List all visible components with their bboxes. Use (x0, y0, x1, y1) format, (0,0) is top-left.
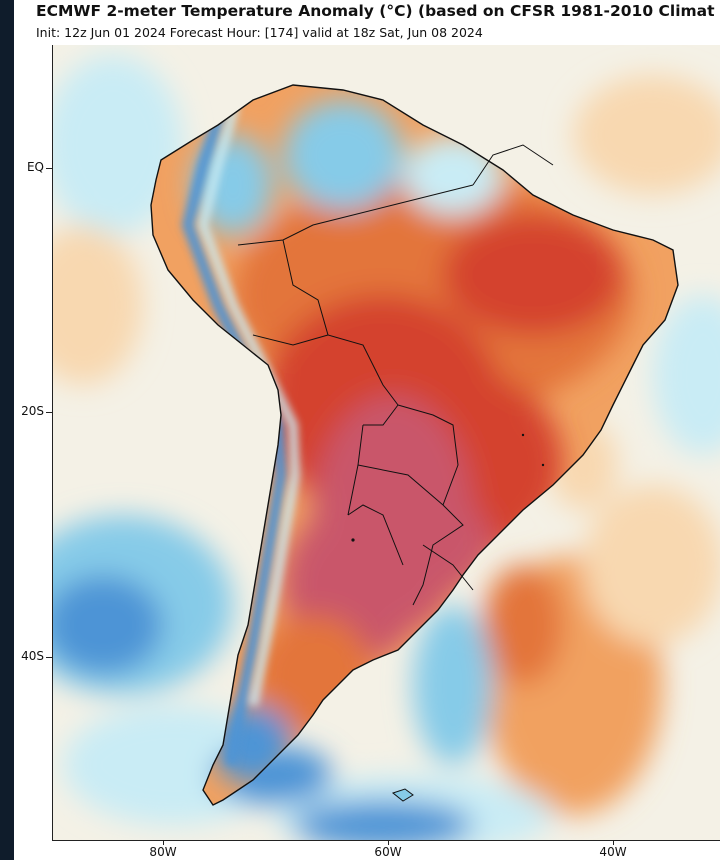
lon-label-80w: 80W (149, 845, 177, 859)
lon-tick-60w (388, 840, 389, 845)
anomaly-map-svg (53, 45, 720, 840)
map-subtitle: Init: 12z Jun 01 2024 Forecast Hour: [17… (36, 25, 483, 40)
map-title: ECMWF 2-meter Temperature Anomaly (°C) (… (36, 2, 715, 20)
lon-tick-40w (613, 840, 614, 845)
lat-tick-20s (46, 412, 52, 413)
lon-label-40w: 40W (599, 845, 627, 859)
falkland-islands (391, 788, 414, 802)
inland-water (351, 433, 545, 542)
lat-label-eq: EQ (26, 160, 44, 174)
lon-tick-80w (163, 840, 164, 845)
lon-label-60w: 60W (374, 845, 402, 859)
lat-tick-40s (46, 657, 52, 658)
anomaly-map (52, 45, 720, 841)
coastline (150, 84, 679, 806)
country-borders (237, 144, 554, 606)
lat-tick-eq (46, 168, 52, 169)
lat-label-20s: 20S (21, 404, 44, 418)
lat-label-40s: 40S (21, 649, 44, 663)
